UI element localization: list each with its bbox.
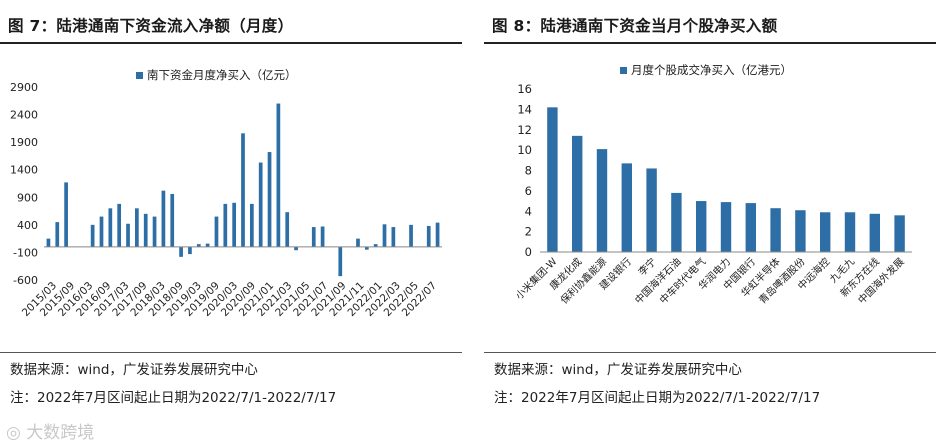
legend-swatch bbox=[136, 71, 143, 79]
bar bbox=[894, 215, 905, 252]
x-category-label: 李宁 bbox=[635, 255, 658, 278]
bar bbox=[869, 213, 881, 252]
bar bbox=[108, 208, 113, 247]
figure-7-chart: -600-10040090014001900240029002015/03201… bbox=[10, 81, 442, 319]
figure-7-top-rule bbox=[0, 42, 462, 44]
bar bbox=[844, 212, 856, 252]
bar bbox=[547, 107, 558, 253]
bar bbox=[267, 152, 272, 247]
bar bbox=[223, 203, 228, 247]
bar bbox=[196, 244, 201, 247]
y-tick-label: 14 bbox=[517, 102, 532, 116]
bar bbox=[621, 163, 633, 252]
bar bbox=[320, 226, 325, 247]
bar bbox=[311, 227, 316, 247]
y-tick-label: 10 bbox=[517, 143, 532, 157]
bar bbox=[232, 202, 237, 247]
bar bbox=[241, 133, 245, 247]
y-tick-label: 16 bbox=[517, 82, 532, 96]
figure-8-legend: 月度个股成交净买入（亿港元） bbox=[620, 62, 792, 78]
bar bbox=[135, 208, 139, 247]
figure-8-title: 图 8：陆港通南下资金当月个股净买入额 bbox=[492, 17, 778, 35]
y-tick-label: 2400 bbox=[10, 109, 38, 122]
legend-label: 南下资金月度净买入（亿元） bbox=[147, 68, 297, 82]
bar bbox=[435, 222, 440, 247]
y-tick-label: -600 bbox=[13, 274, 38, 287]
bar bbox=[382, 224, 387, 247]
bar bbox=[795, 210, 806, 252]
bar bbox=[695, 201, 707, 252]
legend-swatch bbox=[620, 66, 627, 74]
y-tick-label: 0 bbox=[525, 245, 532, 259]
bar bbox=[126, 223, 130, 247]
figure-8-bottom-rule bbox=[484, 352, 936, 353]
y-tick-label: 2900 bbox=[10, 81, 38, 94]
bar bbox=[770, 208, 781, 252]
bar bbox=[356, 238, 360, 247]
figure-8-top-rule bbox=[484, 42, 936, 44]
bar bbox=[338, 246, 343, 277]
bar bbox=[409, 224, 413, 247]
bar bbox=[373, 244, 378, 247]
bar bbox=[364, 246, 369, 250]
figure-7-source: 数据来源：wind，广发证券发展研究中心 bbox=[10, 362, 258, 378]
bar bbox=[391, 227, 396, 247]
bar bbox=[571, 135, 583, 252]
bar bbox=[170, 193, 175, 247]
bar bbox=[152, 216, 157, 247]
bar bbox=[188, 246, 192, 255]
y-tick-label: 400 bbox=[17, 219, 38, 232]
y-tick-label: 4 bbox=[525, 204, 532, 218]
bar bbox=[745, 203, 757, 252]
figure-7-title: 图 7：陆港通南下资金流入净额（月度） bbox=[8, 17, 294, 35]
bar bbox=[426, 225, 431, 247]
bar bbox=[99, 216, 104, 247]
bar bbox=[819, 212, 831, 252]
legend-label: 月度个股成交净买入（亿港元） bbox=[631, 63, 792, 77]
y-tick-label: 6 bbox=[525, 184, 532, 198]
bar bbox=[294, 246, 298, 251]
figure-8-source: 数据来源：wind，广发证券发展研究中心 bbox=[494, 362, 742, 378]
bar bbox=[214, 216, 219, 247]
bar bbox=[258, 162, 263, 247]
bar bbox=[55, 222, 60, 247]
bar bbox=[205, 243, 210, 247]
y-tick-label: 2 bbox=[525, 225, 532, 239]
figure-7-legend: 南下资金月度净买入（亿元） bbox=[136, 67, 297, 83]
y-tick-label: 12 bbox=[517, 123, 532, 137]
figure-8-panel: 图 8：陆港通南下资金当月个股净买入额 月度个股成交净买入（亿港元） 0 2 4 6 8… bbox=[484, 0, 936, 444]
bar bbox=[117, 203, 122, 247]
bar bbox=[671, 192, 682, 252]
bar bbox=[596, 149, 608, 252]
figure-7-note: 注：2022年7月区间起止日期为2022/7/1-2022/7/17 bbox=[10, 390, 337, 406]
bar bbox=[46, 238, 51, 247]
watermark-logo: ◎ 大数跨境 bbox=[6, 423, 95, 443]
bar bbox=[179, 246, 183, 257]
bar bbox=[646, 168, 657, 252]
bar bbox=[161, 190, 166, 247]
y-tick-label: -100 bbox=[13, 246, 38, 259]
y-tick-label: 900 bbox=[17, 191, 38, 204]
bar bbox=[285, 212, 290, 247]
x-category-label: 小米集团-W bbox=[512, 255, 559, 302]
y-tick-label: 8 bbox=[525, 164, 532, 178]
bar bbox=[276, 103, 281, 247]
y-tick-label: 1400 bbox=[10, 164, 38, 177]
bar bbox=[90, 224, 95, 247]
y-tick-label: 1900 bbox=[10, 136, 38, 149]
bar bbox=[249, 203, 254, 247]
figure-8-note: 注：2022年7月区间起止日期为2022/7/1-2022/7/17 bbox=[494, 390, 821, 406]
bar bbox=[720, 202, 732, 252]
bar bbox=[143, 213, 148, 247]
figure-7-panel: 图 7：陆港通南下资金流入净额（月度） 南下资金月度净买入（亿元） -600 -1… bbox=[0, 0, 462, 444]
bar bbox=[64, 182, 68, 247]
figure-7-bottom-rule bbox=[0, 352, 462, 353]
